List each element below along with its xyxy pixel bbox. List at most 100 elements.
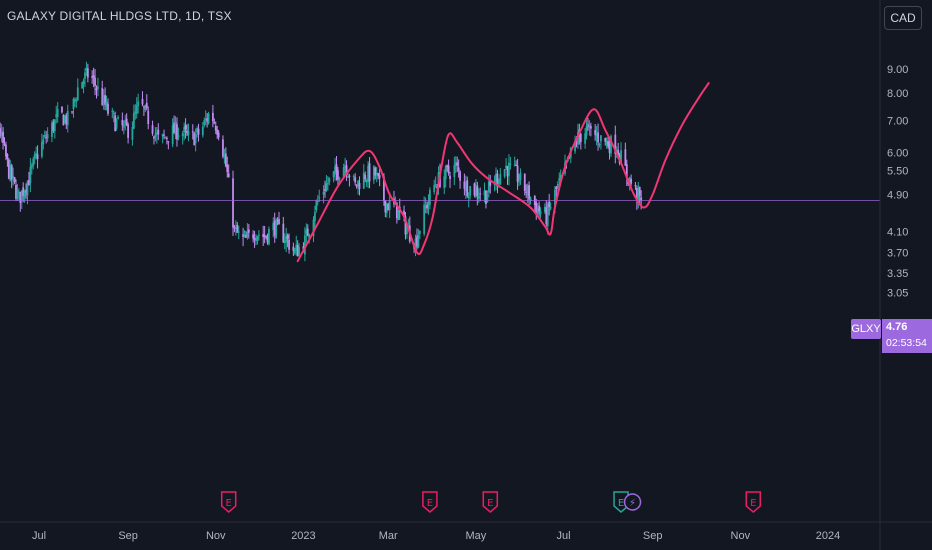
earnings-event-icon[interactable]: E xyxy=(220,491,237,513)
candle-body xyxy=(124,120,127,124)
candle-body xyxy=(423,204,426,234)
candle-body xyxy=(479,193,482,195)
candle-body xyxy=(585,126,588,136)
candle-body xyxy=(325,183,328,191)
candle-body xyxy=(28,180,30,186)
candle-body xyxy=(293,249,296,254)
candle-body xyxy=(634,185,637,187)
candle-body xyxy=(257,234,260,236)
candle-body xyxy=(191,131,194,133)
candle-body xyxy=(23,191,26,198)
candle-body xyxy=(143,106,145,108)
candle-body xyxy=(282,223,285,243)
candle-body xyxy=(161,134,164,137)
candle-body xyxy=(433,185,436,193)
price-tick-label: 3.35 xyxy=(887,268,908,280)
candle-body xyxy=(543,206,546,212)
event-label: E xyxy=(618,498,624,509)
candle-body xyxy=(499,174,502,185)
candle-body xyxy=(72,98,75,109)
event-markers: EEEEE⚡E xyxy=(220,491,762,513)
drawing-curve[interactable] xyxy=(296,82,710,263)
candle-body xyxy=(232,178,234,228)
candle-body xyxy=(384,200,387,213)
candle-body xyxy=(579,133,582,142)
candle-body xyxy=(283,240,286,243)
candle-body xyxy=(348,175,351,178)
split-event-icon[interactable]: ⚡ xyxy=(623,493,642,511)
candle-body xyxy=(65,115,68,125)
candle-body xyxy=(17,191,20,193)
candle-body xyxy=(155,132,158,135)
candle-body xyxy=(29,167,32,183)
bar-countdown: 02:53:54 xyxy=(886,337,927,349)
candle-body xyxy=(322,191,325,195)
candle-body xyxy=(326,183,329,185)
candle-body xyxy=(256,236,259,242)
earnings-event-icon[interactable]: E xyxy=(613,491,629,513)
candle-body xyxy=(554,189,556,206)
time-tick-label: Jul xyxy=(32,530,46,542)
candle-body xyxy=(454,162,457,166)
candle-body xyxy=(495,173,497,182)
candle-body xyxy=(614,134,617,154)
event-label: E xyxy=(427,498,433,509)
candle-body xyxy=(605,140,608,145)
candle-body xyxy=(332,171,335,178)
candle-body xyxy=(15,184,17,199)
candle-body xyxy=(418,230,421,234)
candle-body xyxy=(55,114,58,118)
earnings-event-icon[interactable]: E xyxy=(745,491,762,513)
candle-body xyxy=(466,180,469,197)
earnings-event-icon[interactable]: E xyxy=(482,491,499,513)
price-tick-label: 7.00 xyxy=(887,116,908,128)
time-tick-label: Jul xyxy=(557,530,571,542)
time-tick-label: Mar xyxy=(379,530,398,542)
candle-body xyxy=(206,118,209,122)
price-axis[interactable]: 9.00 8.00 7.00 6.00 5.50 4.90 4.10 3.70 3.35 3.05 xyxy=(887,64,908,300)
candle-body xyxy=(193,133,196,146)
candle-body xyxy=(40,142,43,157)
candle-body xyxy=(22,187,25,196)
candle-body xyxy=(528,185,530,200)
candle-body xyxy=(577,132,579,145)
last-price-tag: 4.76 02:53:54 xyxy=(882,319,932,353)
candle-body xyxy=(101,88,104,105)
candle-body xyxy=(19,191,22,204)
candle-body xyxy=(598,143,601,145)
candle-body xyxy=(388,200,391,210)
candle-body xyxy=(134,111,137,114)
candle-body xyxy=(26,181,29,196)
candle-body xyxy=(345,165,348,175)
candle-body xyxy=(245,234,247,238)
time-tick-label: 2023 xyxy=(291,530,315,542)
candle-body xyxy=(157,129,160,135)
candle-body xyxy=(74,99,76,102)
candle-body xyxy=(508,162,510,177)
time-tick-label: 2024 xyxy=(816,530,840,542)
candle-body xyxy=(298,247,301,255)
candle-body xyxy=(127,124,130,138)
candle-body xyxy=(286,234,289,239)
candle-body xyxy=(383,176,385,201)
candle-body xyxy=(617,149,620,156)
candle-body xyxy=(367,165,370,183)
candle-body xyxy=(595,134,598,137)
candle-body xyxy=(347,176,349,178)
time-axis[interactable]: Jul Sep Nov 2023 Mar May Jul Sep Nov 2024 xyxy=(32,530,840,542)
candle-body xyxy=(357,180,359,186)
last-price-value: 4.76 xyxy=(886,321,908,333)
candle-body xyxy=(536,208,539,215)
candle-body xyxy=(446,165,449,168)
earnings-event-icon[interactable]: E xyxy=(422,491,438,513)
candle-body xyxy=(117,116,119,119)
candle-body xyxy=(10,164,13,180)
candle-body xyxy=(372,166,375,181)
candle-body xyxy=(91,76,94,78)
candle-body xyxy=(183,127,186,133)
candle-body xyxy=(453,164,456,178)
currency-button[interactable]: CAD xyxy=(884,6,922,30)
candle-body xyxy=(324,189,326,192)
candle-body xyxy=(434,184,437,186)
